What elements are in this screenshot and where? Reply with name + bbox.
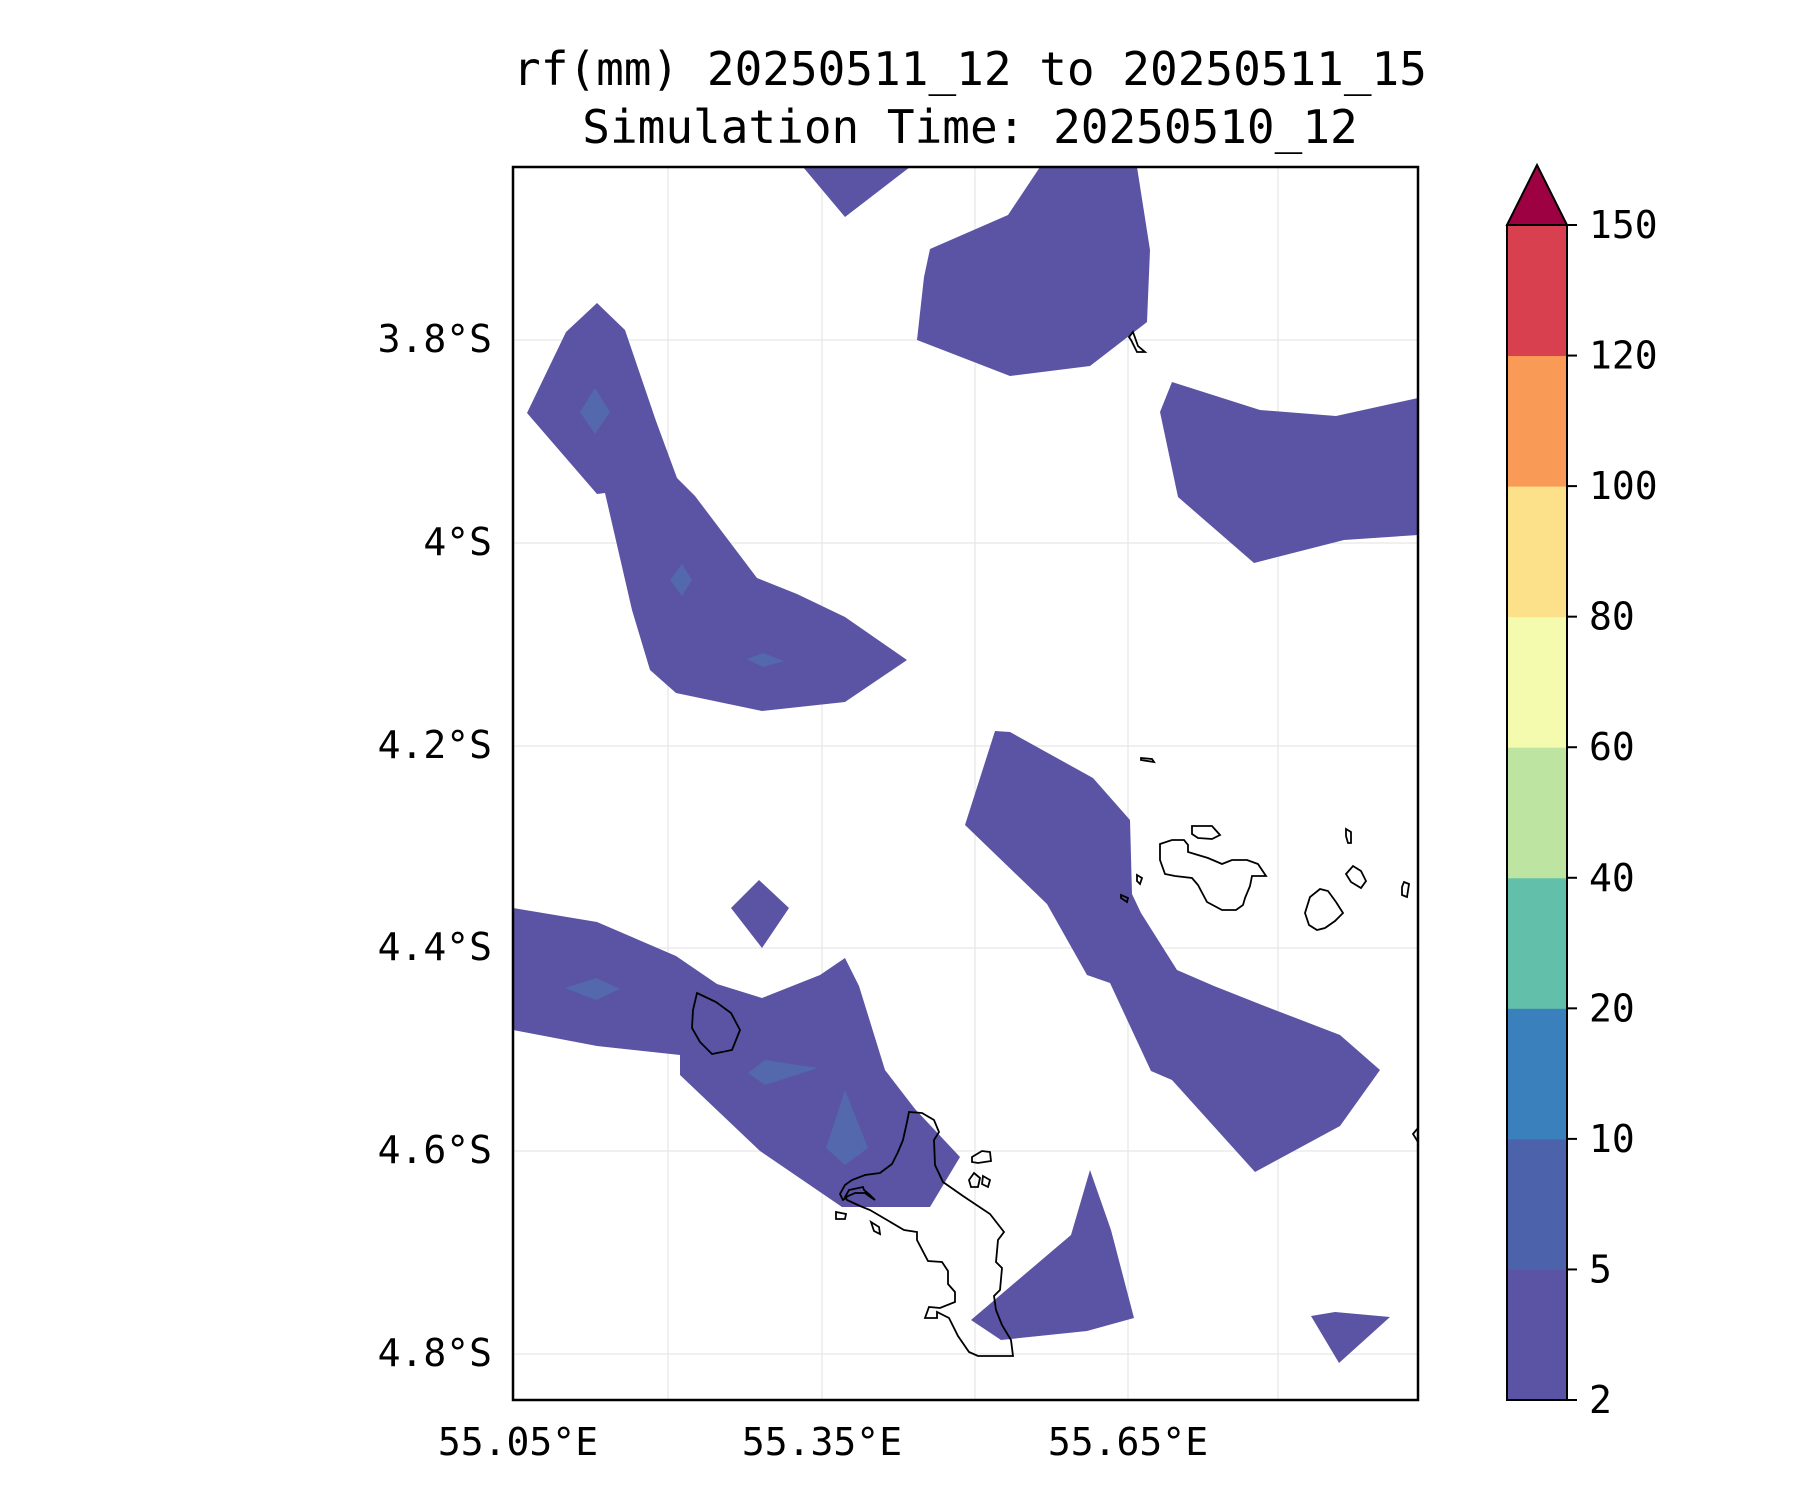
coast-islet-6 bbox=[1345, 827, 1352, 844]
lat-label: 4.6°S bbox=[378, 1128, 492, 1172]
colorbar-segment bbox=[1507, 1138, 1567, 1270]
colorbar-tick-label: 10 bbox=[1589, 1117, 1635, 1161]
map-title: rf(mm) 20250511_12 to 20250511_15 Simula… bbox=[470, 40, 1470, 156]
title-line-2: Simulation Time: 20250510_12 bbox=[582, 100, 1358, 154]
rain-patch-4 bbox=[565, 978, 620, 1000]
coast-islet-2 bbox=[968, 1171, 981, 1188]
colorbar-segment bbox=[1507, 1008, 1567, 1140]
map-frame bbox=[511, 165, 1420, 1402]
colorbar-segment bbox=[1507, 877, 1567, 1009]
lon-label: 55.35°E bbox=[742, 1420, 902, 1464]
colorbar-extend-arrow bbox=[1505, 162, 1569, 226]
coast-islet-9 bbox=[1411, 1127, 1418, 1143]
colorbar-tick-label: 80 bbox=[1589, 595, 1635, 639]
colorbar-frame bbox=[1506, 224, 1568, 1401]
lat-label: 4.4°S bbox=[378, 925, 492, 969]
longitude-labels: 55.05°E 55.35°E 55.65°E bbox=[438, 1420, 1208, 1464]
colorbar-tick-label: 20 bbox=[1589, 986, 1635, 1030]
lat-label: 4.2°S bbox=[378, 723, 492, 767]
colorbar-segment bbox=[1507, 225, 1567, 357]
coast-mahe-island bbox=[838, 1111, 1015, 1357]
colorbar-tick-label: 40 bbox=[1589, 856, 1635, 900]
latitude-labels: 3.8°S 4°S 4.2°S 4.4°S 4.6°S 4.8°S bbox=[378, 317, 492, 1375]
coast-praslin-island bbox=[1159, 839, 1268, 911]
coast-islet-1 bbox=[971, 1150, 992, 1164]
rain-region-top-center bbox=[803, 167, 910, 217]
colorbar: 150 120 100 80 60 40 20 10 5 2 bbox=[1505, 162, 1658, 1422]
rain-region-diamond bbox=[731, 880, 789, 948]
title-line-1: rf(mm) 20250511_12 to 20250511_15 bbox=[513, 42, 1427, 96]
colorbar-segment bbox=[1507, 616, 1567, 748]
rain-region-center bbox=[965, 731, 1380, 1172]
rain-patch-2 bbox=[670, 564, 692, 596]
coast-silhouette-island bbox=[691, 991, 741, 1055]
colorbar-tick-label: 5 bbox=[1589, 1247, 1612, 1291]
coast-felicite-island bbox=[1344, 864, 1368, 890]
coastlines bbox=[691, 330, 1418, 1357]
rain-patch-6 bbox=[826, 1090, 868, 1165]
coast-islet-3 bbox=[981, 1174, 992, 1189]
rain-patch-3 bbox=[747, 653, 784, 667]
colorbar-tick-label: 150 bbox=[1589, 203, 1658, 247]
rain-patch-5 bbox=[748, 1060, 818, 1085]
map-plot-area bbox=[511, 165, 1420, 1402]
colorbar-segment bbox=[1507, 1269, 1567, 1401]
lon-label: 55.65°E bbox=[1048, 1420, 1208, 1464]
colorbar-segment bbox=[1507, 486, 1567, 618]
colorbar-tick-label: 2 bbox=[1589, 1378, 1612, 1422]
coast-marianne-island bbox=[1401, 880, 1410, 899]
lat-label: 4.8°S bbox=[378, 1331, 492, 1375]
colorbar-segment bbox=[1507, 747, 1567, 879]
rain-region-top-left bbox=[527, 303, 907, 711]
coast-islet-north-1 bbox=[1140, 757, 1156, 764]
colorbar-tick-label: 60 bbox=[1589, 725, 1635, 769]
coast-islet-7 bbox=[1136, 873, 1144, 886]
rain-region-bottom-right bbox=[1311, 1312, 1390, 1363]
colorbar-tick-label: 120 bbox=[1589, 334, 1658, 378]
colorbar-tick-label: 100 bbox=[1589, 464, 1658, 508]
rainfall-contours bbox=[513, 167, 1418, 1363]
coast-islet-north-2 bbox=[1127, 330, 1148, 353]
rain-region-bottom-center bbox=[971, 1170, 1134, 1340]
lat-label: 4°S bbox=[423, 520, 492, 564]
rain-region-right bbox=[1160, 382, 1418, 563]
lat-label: 3.8°S bbox=[378, 317, 492, 361]
lon-label: 55.05°E bbox=[438, 1420, 598, 1464]
coast-islet-8 bbox=[1120, 893, 1130, 904]
coast-islet-5 bbox=[869, 1219, 882, 1236]
coast-la-digue-island bbox=[1304, 888, 1345, 931]
map-background bbox=[513, 167, 1418, 1400]
coast-curieuse-island bbox=[1191, 825, 1222, 840]
rain-patch-1 bbox=[580, 388, 610, 434]
rain-region-top-right-center bbox=[917, 167, 1150, 376]
coast-islet-4 bbox=[835, 1210, 848, 1220]
colorbar-segment bbox=[1507, 355, 1567, 487]
